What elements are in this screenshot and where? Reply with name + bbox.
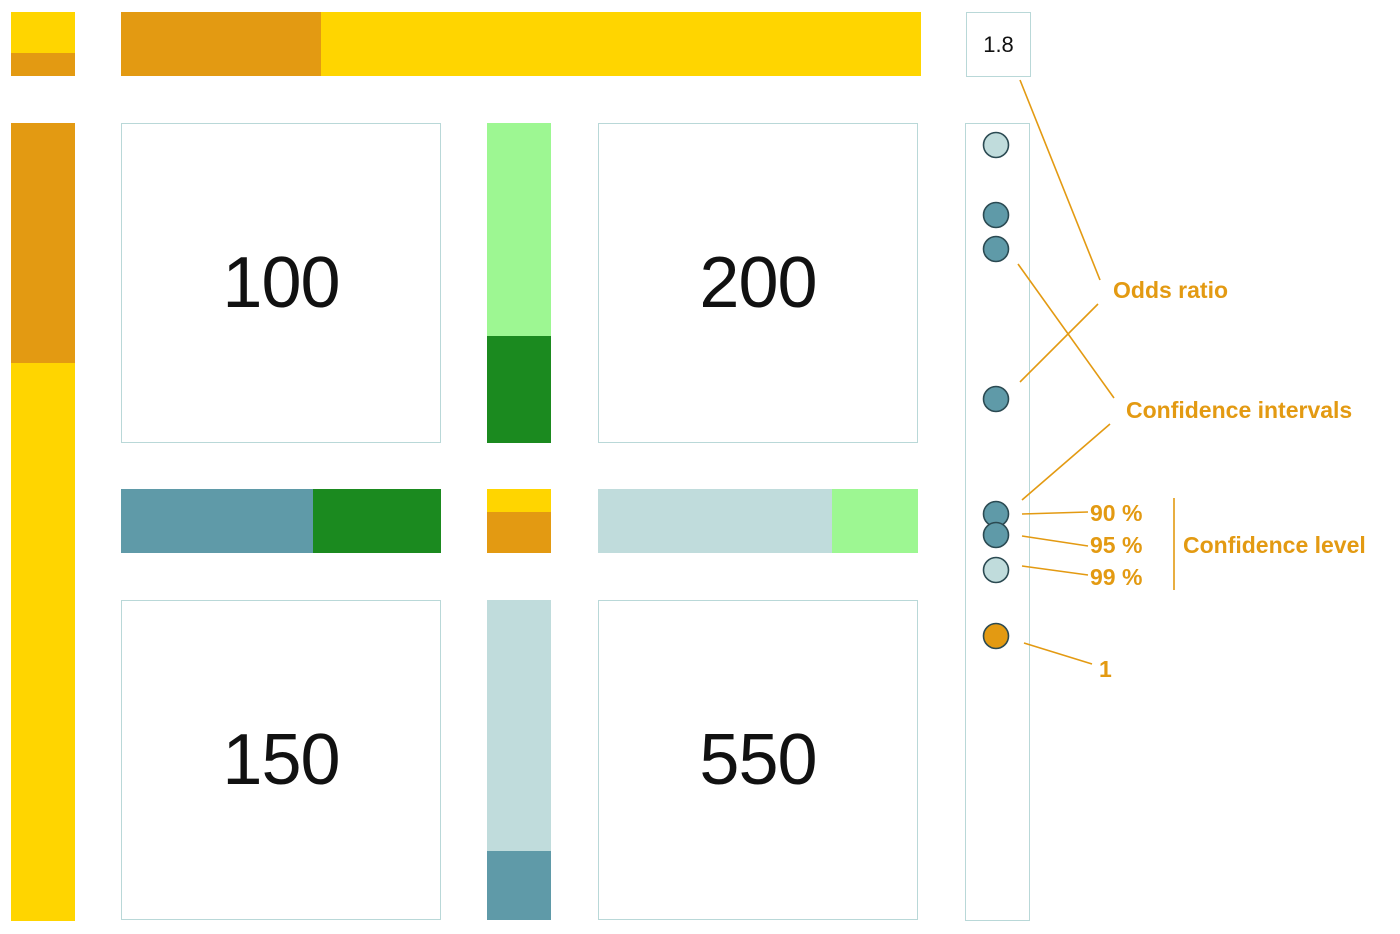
left-proportion-bar [11, 123, 75, 921]
ci-99-lower-point [982, 556, 1010, 584]
leader-ci-lower [1021, 423, 1111, 501]
confidence-column-frame [965, 123, 1030, 921]
confidence-level-label: Confidence level [1183, 532, 1366, 558]
odds-ratio-label: Odds ratio [1113, 277, 1229, 303]
center-indicator [487, 489, 551, 553]
cell-top-right: 200 [598, 123, 918, 443]
leader-odds-ratio-top [1019, 79, 1101, 281]
odds-ratio-point [982, 385, 1010, 413]
ci-95-upper-point [982, 201, 1010, 229]
column-two-proportion-bar-dark [487, 851, 551, 920]
cell-bottom-left: 150 [121, 600, 441, 920]
leader-ci-upper [1017, 263, 1115, 399]
center-indicator-orange [487, 512, 551, 553]
top-proportion-bar [121, 12, 921, 76]
column-two-proportion-bar [487, 600, 551, 920]
cell-top-left: 100 [121, 123, 441, 443]
level-90-label: 90 % [1090, 500, 1143, 526]
cell-bottom-left-value: 150 [222, 720, 340, 800]
level-99-label: 99 % [1090, 564, 1143, 590]
top-proportion-bar-orange [121, 12, 321, 76]
cell-bottom-right: 550 [598, 600, 918, 920]
ci-90-upper-point [982, 235, 1010, 263]
top-corner-indicator [11, 12, 75, 76]
leader-99 [1021, 565, 1089, 576]
leader-one [1023, 642, 1093, 665]
confidence-intervals-label: Confidence intervals [1126, 397, 1353, 423]
reference-one-point [982, 622, 1010, 650]
ci-99-upper-point [982, 131, 1010, 159]
cell-top-left-value: 100 [222, 243, 340, 323]
column-one-proportion-bar [487, 123, 551, 443]
row-one-proportion-bar [121, 489, 441, 553]
leader-90 [1021, 511, 1089, 515]
row-two-proportion-bar-green [832, 489, 918, 553]
cell-bottom-right-value: 550 [699, 720, 817, 800]
odds-ratio-value: 1.8 [983, 31, 1014, 57]
leader-odds-ratio-point [1019, 303, 1099, 383]
odds-ratio-box: 1.8 [966, 12, 1031, 77]
cell-top-right-value: 200 [699, 243, 817, 323]
top-corner-indicator-orange [11, 53, 75, 76]
column-one-proportion-bar-dark [487, 336, 551, 443]
reference-one-label: 1 [1099, 656, 1112, 682]
level-95-label: 95 % [1090, 532, 1143, 558]
ci-95-lower-point [982, 521, 1010, 549]
row-one-proportion-bar-green [313, 489, 441, 553]
row-two-proportion-bar [598, 489, 918, 553]
leader-95 [1021, 535, 1089, 547]
left-proportion-bar-orange [11, 123, 75, 363]
